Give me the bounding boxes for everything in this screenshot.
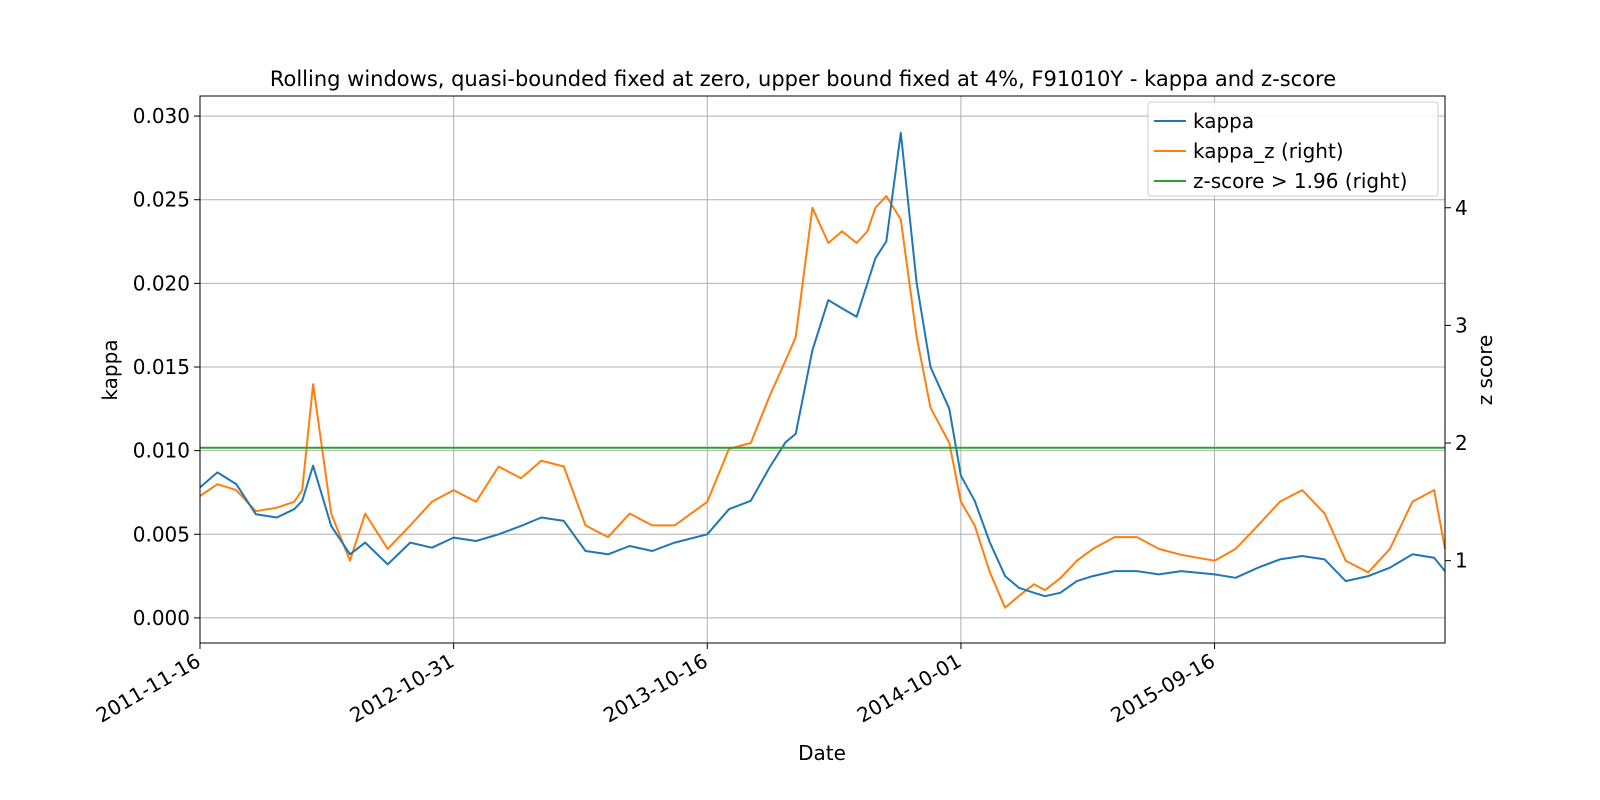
legend-label-kappa-z: kappa_z (right) (1193, 139, 1344, 163)
kappa-line (199, 131, 1446, 598)
plot-area-frame (199, 95, 1446, 644)
y2-tick-label: 3 (1455, 313, 1468, 337)
kappa-z-line (199, 195, 1446, 609)
y-axis-ticks: 0.000 0.005 0.010 0.015 0.020 0.025 0.030 (133, 104, 200, 630)
x-axis-label: Date (798, 741, 846, 765)
plot-series (199, 131, 1446, 609)
y2-tick-label: 4 (1455, 196, 1468, 220)
legend-box (1147, 101, 1439, 197)
y-tick-label: 0.020 (133, 271, 190, 295)
y2-axis-label: z score (1473, 335, 1497, 406)
y-tick-label: 0.010 (133, 439, 190, 463)
y-tick-label: 0.015 (133, 355, 190, 379)
y-axis-label: kappa (98, 339, 122, 400)
chart-title: Rolling windows, quasi-bounded fixed at … (270, 67, 1336, 91)
y2-tick-label: 2 (1455, 431, 1468, 455)
y-tick-label: 0.005 (133, 522, 190, 546)
legend: kappa kappa_z (right) z-score > 1.96 (ri… (1147, 101, 1439, 197)
y-tick-label: 0.025 (133, 188, 190, 212)
y-tick-label: 0.000 (133, 606, 190, 630)
y2-axis-ticks: 1 2 3 4 (1445, 196, 1468, 573)
legend-label-z-threshold: z-score > 1.96 (right) (1193, 169, 1407, 193)
legend-label-kappa: kappa (1193, 109, 1254, 133)
y-tick-label: 0.030 (133, 104, 190, 128)
y2-tick-label: 1 (1455, 549, 1468, 573)
grid-lines (199, 96, 1445, 643)
